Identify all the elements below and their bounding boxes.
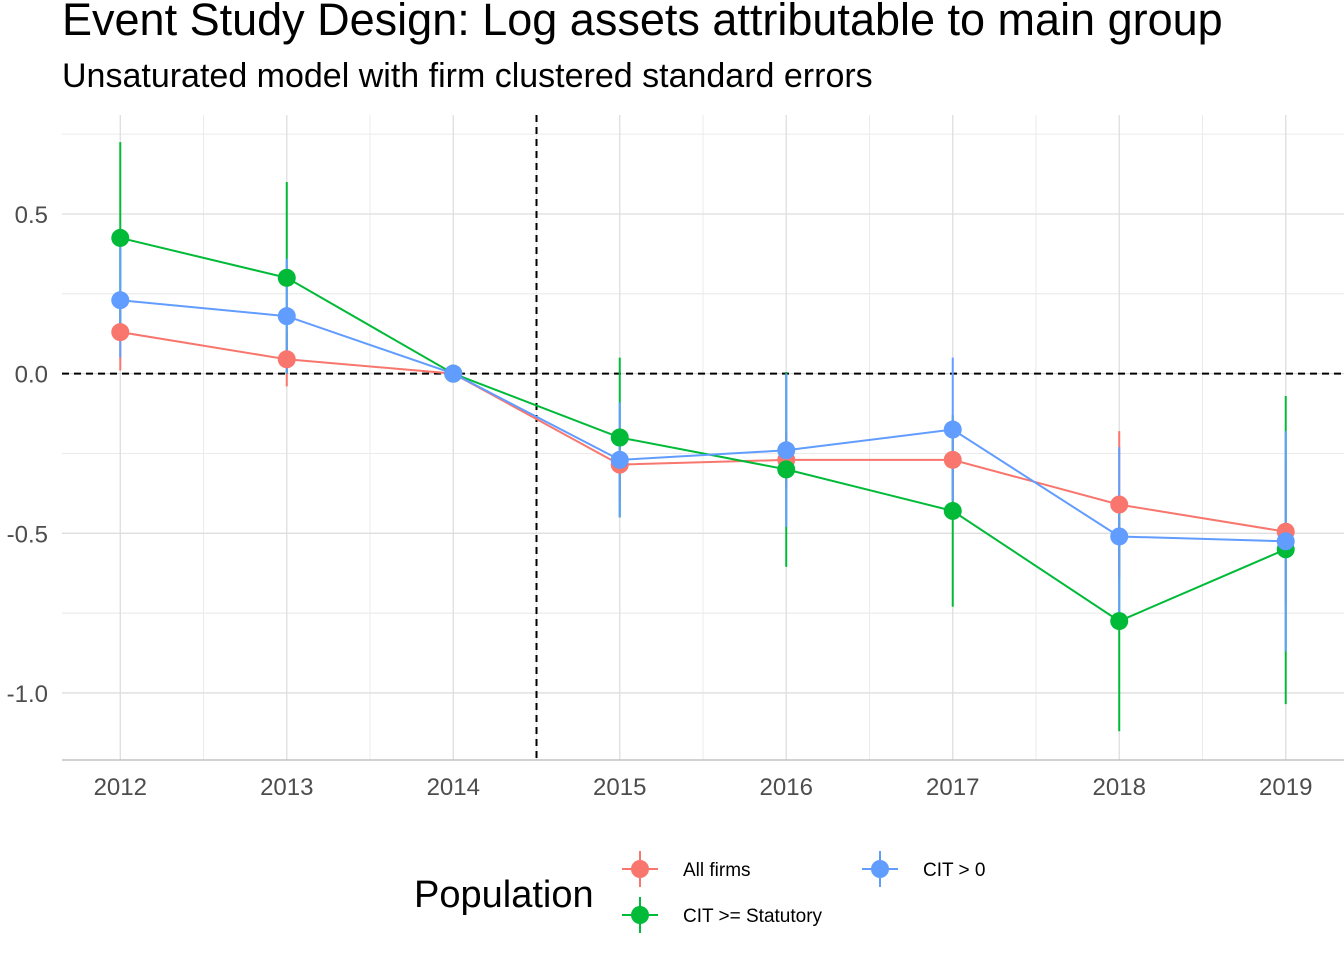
x-tick-label: 2016 xyxy=(760,774,813,801)
data-point xyxy=(1276,532,1295,551)
data-point xyxy=(277,350,296,369)
legend-title: Population xyxy=(414,874,594,916)
legend-label: CIT > 0 xyxy=(923,860,985,881)
data-point xyxy=(943,450,962,469)
x-tick-label: 2014 xyxy=(427,774,480,801)
x-tick-label: 2018 xyxy=(1093,774,1146,801)
legend-label: CIT >= Statutory xyxy=(683,906,823,927)
data-point xyxy=(444,364,463,383)
data-point xyxy=(1110,527,1129,546)
legend-label: All firms xyxy=(683,860,751,881)
data-point xyxy=(1110,495,1129,514)
x-tick-label: 2012 xyxy=(94,774,147,801)
legend-item-2: CIT > 0 xyxy=(862,851,985,887)
data-point xyxy=(1110,612,1129,631)
series-line xyxy=(120,299,1286,543)
grid-layer xyxy=(62,115,1344,760)
x-tick-label: 2015 xyxy=(593,774,646,801)
chart-title: Event Study Design: Log assets attributa… xyxy=(62,0,1223,45)
chart-subtitle: Unsaturated model with firm clustered st… xyxy=(62,57,873,95)
legend: Population All firms CIT >= Statutory CIT … xyxy=(414,851,985,933)
legend-key-point xyxy=(631,860,649,878)
data-point xyxy=(277,307,296,326)
data-point xyxy=(777,460,796,479)
data-point xyxy=(111,291,130,310)
data-point xyxy=(943,501,962,520)
series-line xyxy=(120,331,1286,533)
axis-layer: -1.0 -0.5 0.0 0.5 2012 2013 2014 2015 2016 2017 20… xyxy=(7,202,1344,801)
legend-item-1: CIT >= Statutory xyxy=(622,897,823,933)
series-layer xyxy=(111,142,1295,732)
data-point xyxy=(277,268,296,287)
data-point xyxy=(111,228,130,247)
data-point xyxy=(777,441,796,460)
x-tick-label: 2019 xyxy=(1259,774,1312,801)
data-point xyxy=(610,428,629,447)
legend-key-point xyxy=(871,860,889,878)
legend-item-0: All firms xyxy=(622,851,751,887)
y-tick-label: -0.5 xyxy=(7,521,48,548)
y-tick-label: 0.0 xyxy=(15,362,48,389)
y-tick-label: -1.0 xyxy=(7,681,48,708)
series-line xyxy=(120,236,1287,623)
y-tick-label: 0.5 xyxy=(15,202,48,229)
data-point xyxy=(111,323,130,342)
x-tick-label: 2017 xyxy=(926,774,979,801)
data-point xyxy=(610,450,629,469)
reference-lines xyxy=(62,115,1344,760)
data-point xyxy=(943,420,962,439)
legend-key-point xyxy=(631,906,649,924)
series-points-2 xyxy=(111,291,1295,551)
x-tick-label: 2013 xyxy=(260,774,313,801)
